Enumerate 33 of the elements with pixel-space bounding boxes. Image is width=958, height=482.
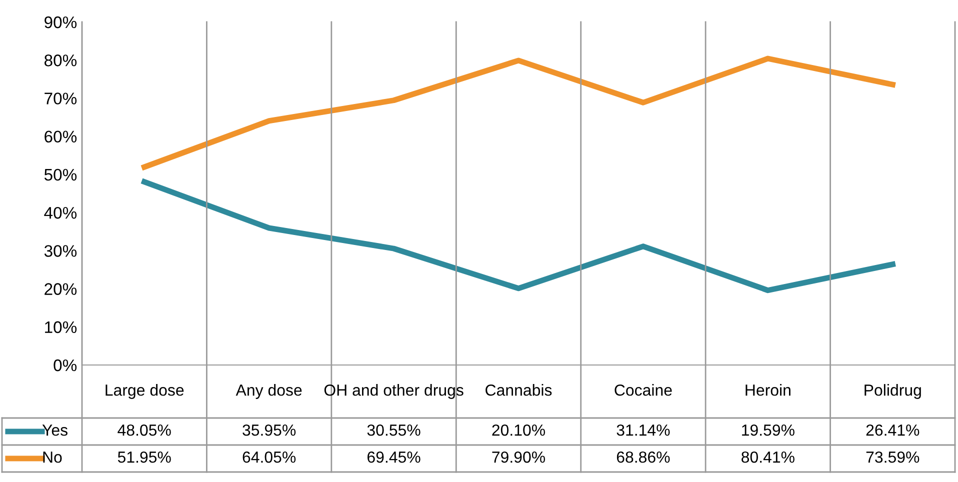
data-label: 31.14% — [616, 424, 670, 436]
data-label: 80.41% — [742, 451, 794, 463]
y-tick-label: 50% — [44, 168, 77, 181]
data-label: 51.95% — [118, 451, 171, 463]
legend-label: No — [43, 452, 62, 463]
legend-label: Yes — [42, 424, 68, 436]
data-label: 26.41% — [866, 424, 920, 436]
y-tick-label: 0% — [54, 359, 77, 372]
data-label: 20.10% — [492, 424, 546, 436]
data-label: 79.90% — [492, 451, 546, 463]
x-tick-label: Any dose — [236, 384, 302, 399]
data-label: 69.45% — [368, 451, 420, 463]
data-label: 19.59% — [742, 424, 794, 436]
data-label: 64.05% — [242, 451, 296, 463]
x-tick-label: Cannabis — [486, 384, 552, 396]
y-tick-label: 90% — [44, 16, 77, 28]
y-tick-label: 20% — [44, 283, 77, 295]
data-label: 30.55% — [367, 424, 420, 436]
x-tick-label: Cocaine — [614, 384, 672, 396]
y-tick-label: 30% — [44, 245, 77, 257]
data-label: 68.86% — [616, 451, 670, 463]
y-tick-label: 40% — [44, 206, 77, 219]
x-tick-label: Heroin — [746, 384, 790, 396]
y-tick-label: 70% — [44, 92, 77, 104]
y-tick-label: 10% — [45, 321, 77, 334]
data-label: 48.05% — [118, 424, 171, 436]
y-tick-label: 80% — [44, 54, 77, 66]
x-tick-label: Large dose — [106, 384, 184, 399]
data-label: 35.95% — [242, 424, 296, 436]
y-tick-label: 60% — [44, 130, 77, 143]
data-label: 73.59% — [866, 451, 920, 463]
x-tick-label: OH and other drugs — [324, 384, 464, 399]
x-tick-label: Polidrug — [864, 384, 921, 399]
